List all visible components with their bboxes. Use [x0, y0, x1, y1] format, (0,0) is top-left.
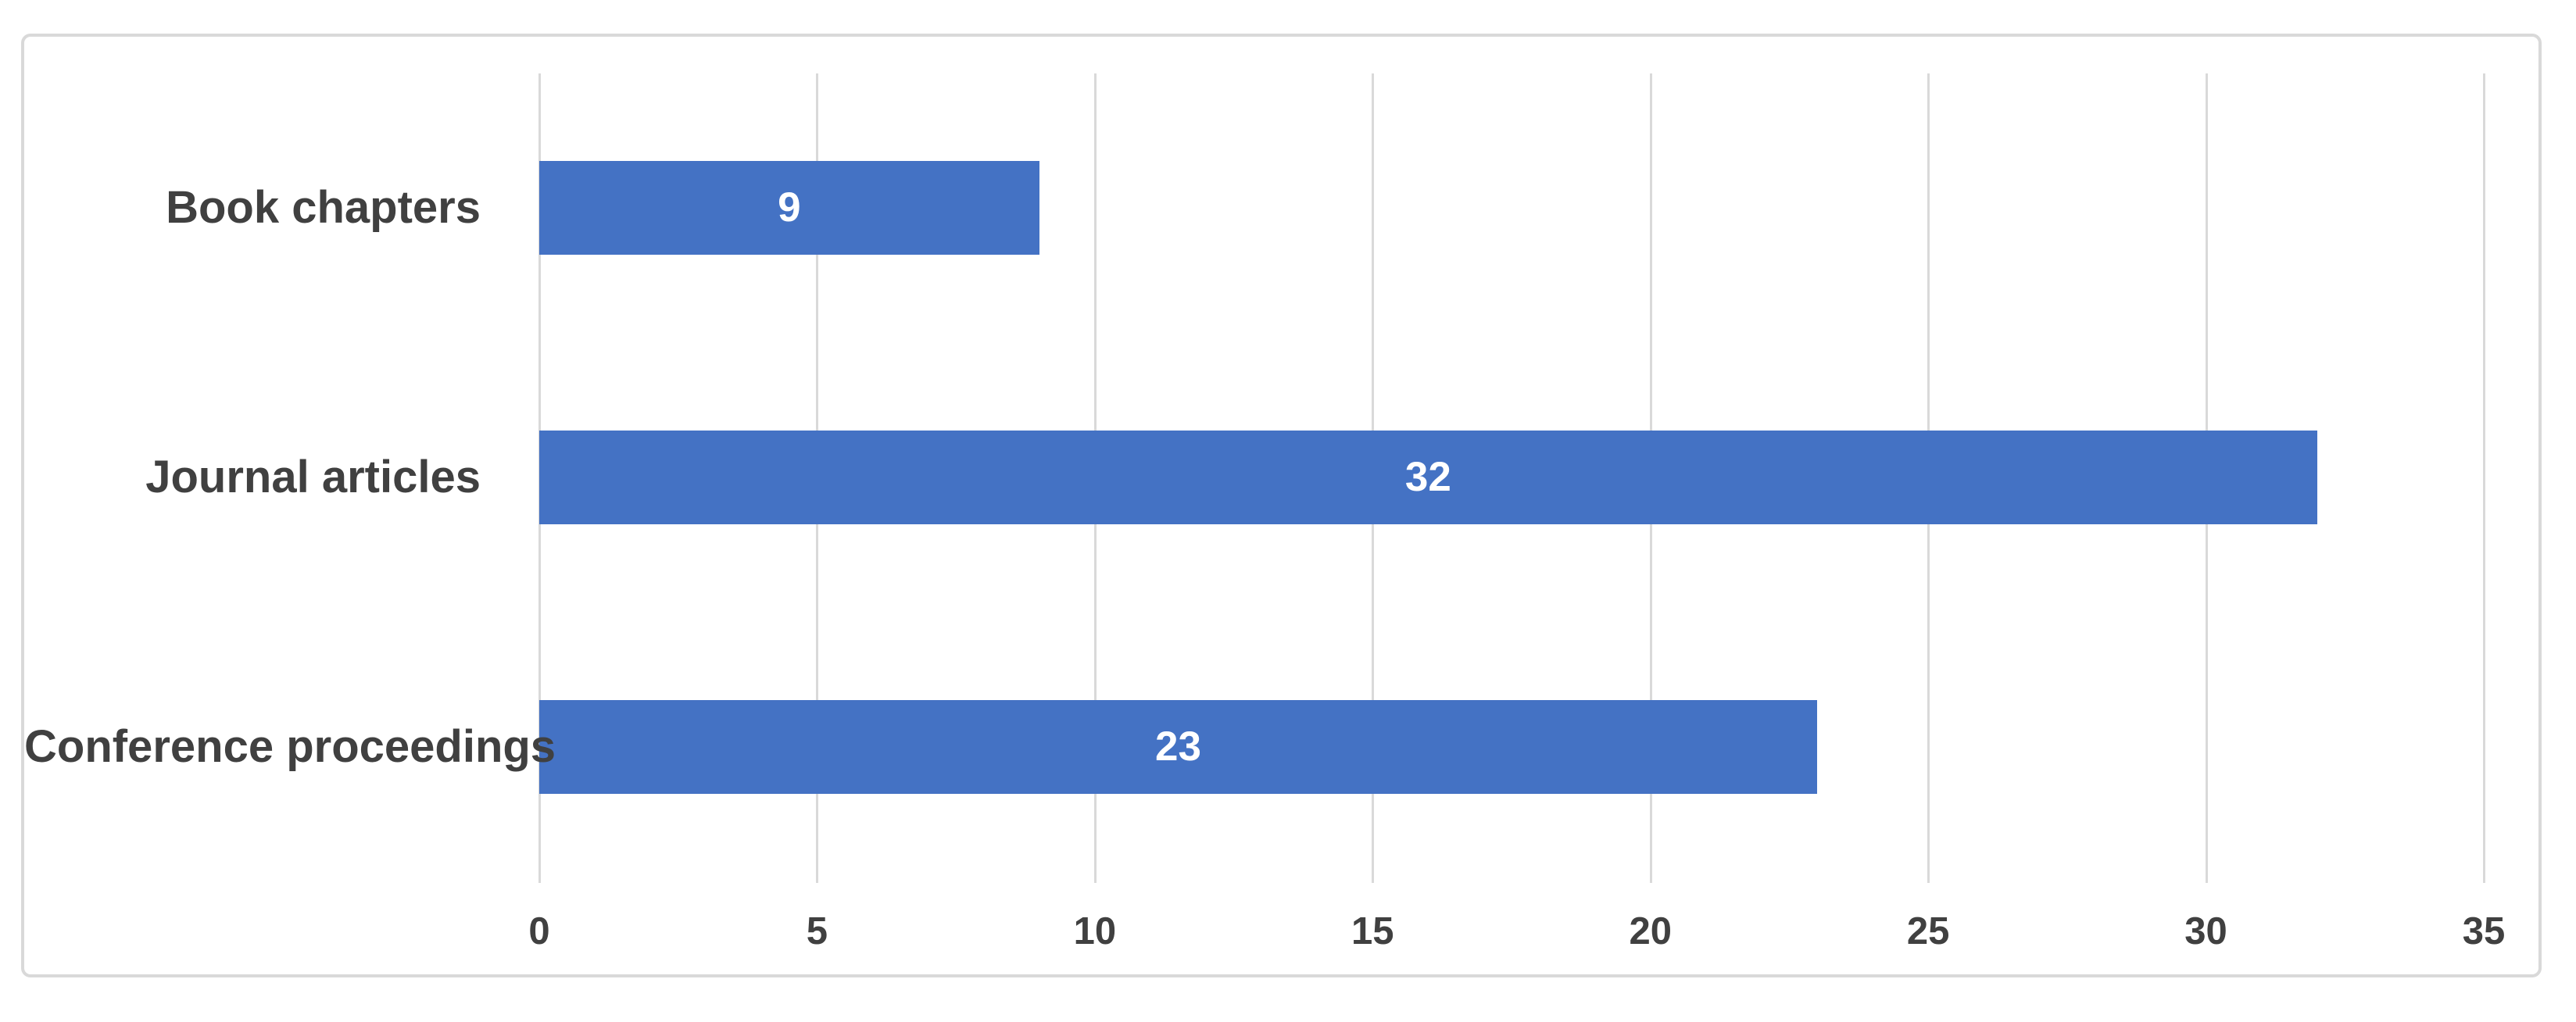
- bar-journal-articles: 32: [539, 431, 2317, 524]
- x-axis-tick-label: 0: [528, 910, 550, 952]
- bar-value-label: 32: [1404, 454, 1451, 500]
- x-axis-tick-label: 20: [1629, 910, 1672, 952]
- x-axis-tick-label: 10: [1073, 910, 1117, 952]
- bar-conference-proceedings: 23: [539, 700, 1817, 794]
- x-axis-tick-label: 5: [806, 910, 828, 952]
- category-label: Journal articles: [145, 452, 481, 502]
- category-label: Book chapters: [166, 182, 481, 233]
- x-axis-tick-label: 35: [2462, 910, 2506, 952]
- gridline: [2483, 73, 2485, 883]
- x-axis-tick-label: 25: [1906, 910, 1950, 952]
- x-axis-tick-label: 30: [2184, 910, 2227, 952]
- plot-area: 0 5 10 15 20 25 30 35 9 32 23: [528, 73, 2505, 952]
- bar-book-chapters: 9: [539, 161, 1039, 255]
- bar-value-label: 23: [1155, 724, 1201, 770]
- bar-value-label: 9: [778, 184, 801, 230]
- chart-frame: 0 5 10 15 20 25 30 35 9 32 23 Book chapters Journal…: [21, 34, 2542, 977]
- category-label: Conference proceedings: [24, 721, 556, 772]
- x-axis-tick-label: 15: [1351, 910, 1394, 952]
